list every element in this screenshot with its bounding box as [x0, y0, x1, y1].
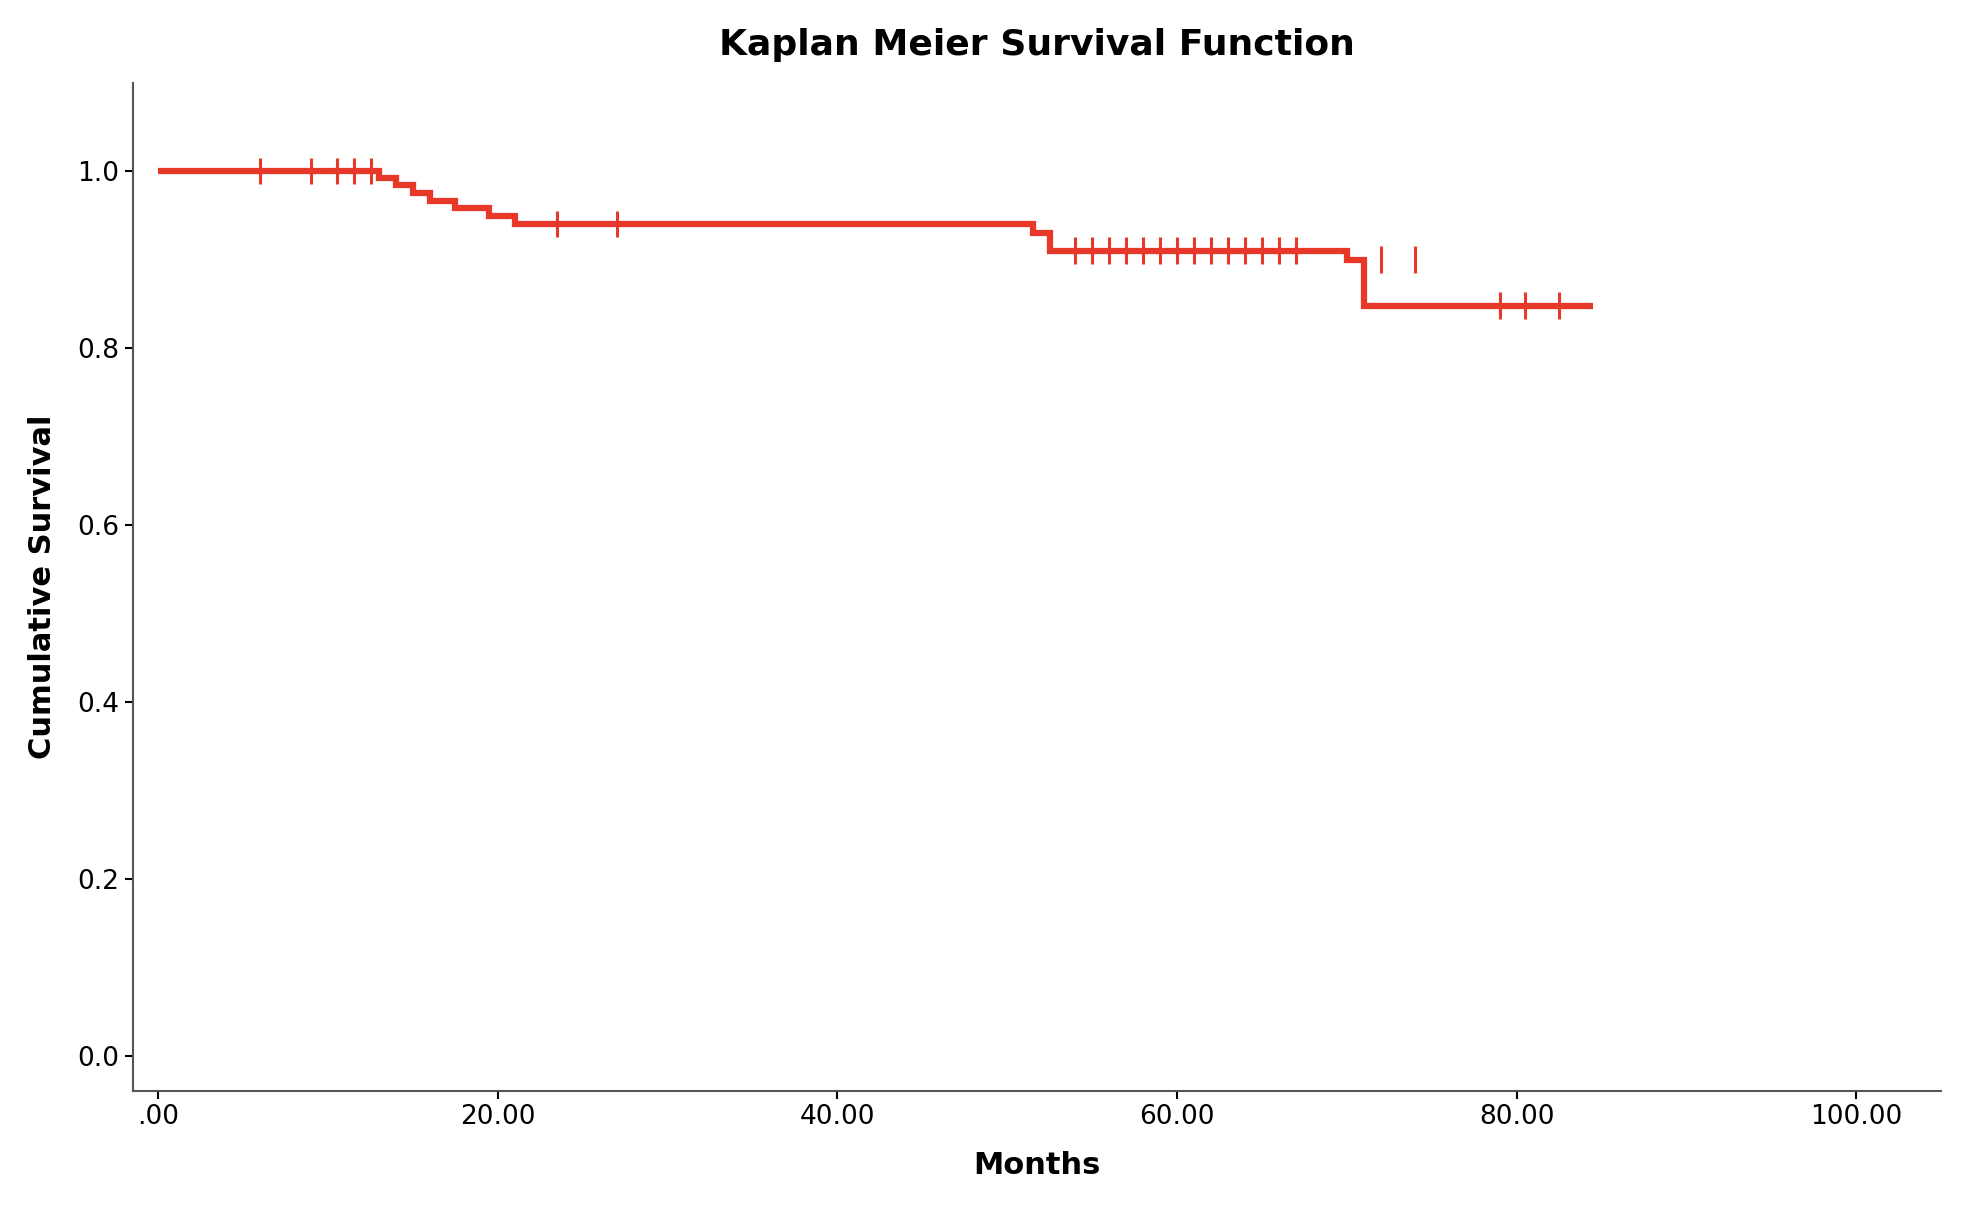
Title: Kaplan Meier Survival Function: Kaplan Meier Survival Function: [719, 28, 1355, 62]
Y-axis label: Cumulative Survival: Cumulative Survival: [28, 414, 57, 759]
X-axis label: Months: Months: [973, 1151, 1101, 1180]
